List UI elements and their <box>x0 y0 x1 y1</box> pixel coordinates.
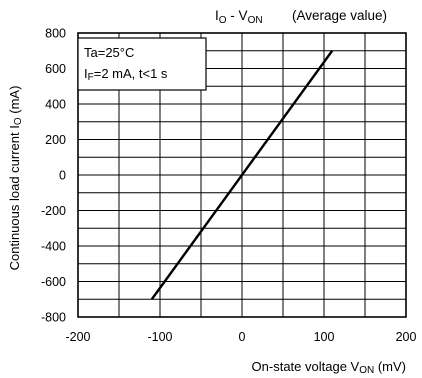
chart-title-note: (Average value) <box>292 8 387 23</box>
y-tick-labels: 800 600 400 200 0 -200 -400 -600 -800 <box>41 27 66 325</box>
series-group <box>150 50 334 300</box>
y-tick-label: -400 <box>41 240 66 254</box>
plot-frame <box>77 32 407 318</box>
y-tick-label: -200 <box>41 204 66 218</box>
condition-temperature: Ta=25°C <box>84 45 134 60</box>
conditions-box <box>77 37 207 91</box>
x-tick-label: -100 <box>147 330 172 344</box>
x-tick-label: 0 <box>239 330 246 344</box>
x-axis-label: On-state voltage VON (mV) <box>252 359 406 376</box>
x-tick-labels: -200 -100 0 100 200 <box>65 330 416 344</box>
series-line <box>150 50 334 300</box>
y-tick-label: 600 <box>45 62 66 76</box>
y-tick-label: 0 <box>59 169 66 183</box>
y-tick-label: 400 <box>45 98 66 112</box>
y-axis-label: Continuous load current IO (mA) <box>7 86 24 271</box>
y-tick-label: -600 <box>41 275 66 289</box>
x-tick-label: 100 <box>314 330 335 344</box>
chart-title: IO - VON <box>215 8 263 26</box>
x-tick-label: 200 <box>396 330 417 344</box>
grid <box>78 33 406 317</box>
x-tick-label: -200 <box>65 330 90 344</box>
y-tick-label: 200 <box>45 133 66 147</box>
y-tick-label: -800 <box>41 311 66 325</box>
y-tick-label: 800 <box>45 27 66 41</box>
condition-forward-current: IF=2 mA, t<1 s <box>84 66 168 83</box>
